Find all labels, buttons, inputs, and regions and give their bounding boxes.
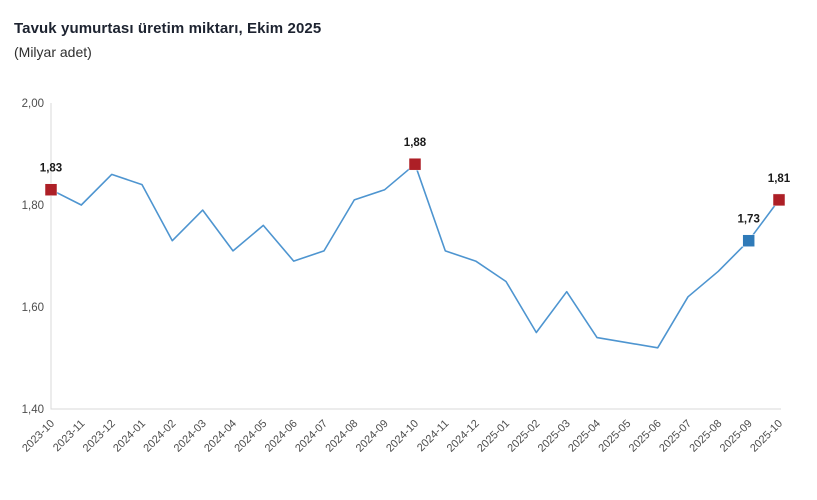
x-axis-tick-label: 2025-10 — [748, 418, 785, 455]
x-axis-tick-label: 2025-08 — [687, 418, 724, 455]
y-axis-tick-label: 1,80 — [22, 200, 44, 212]
x-axis-tick-label: 2025-05 — [596, 418, 633, 455]
x-axis-tick-label: 2024-06 — [263, 418, 300, 455]
x-axis-tick-label: 2025-07 — [657, 418, 694, 455]
x-axis-tick-label: 2023-10 — [20, 418, 57, 455]
axis-lines — [50, 103, 781, 410]
chart-subtitle: (Milyar adet) — [14, 44, 92, 60]
chart-title: Tavuk yumurtası üretim miktarı, Ekim 202… — [14, 20, 322, 37]
x-axis-tick-label: 2024-12 — [445, 418, 482, 455]
x-axis-tick-label: 2024-09 — [354, 418, 391, 455]
x-axis-tick-label: 2024-10 — [384, 418, 421, 455]
x-axis-tick-label: 2024-04 — [202, 418, 239, 455]
x-axis-tick-label: 2025-09 — [718, 418, 755, 455]
data-point-value-label: 1,81 — [768, 173, 791, 185]
x-axis-tick-label: 2025-02 — [505, 418, 542, 455]
x-axis-tick-label: 2024-07 — [293, 418, 330, 455]
data-point-marker-highlight — [408, 157, 422, 171]
x-axis-tick-label: 2024-01 — [111, 418, 148, 455]
data-point-value-label: 1,73 — [737, 214, 759, 226]
x-axis-tick-label: 2024-05 — [232, 418, 269, 455]
data-point-value-label: 1,83 — [40, 163, 62, 175]
y-axis-tick-label: 1,40 — [22, 404, 44, 416]
x-axis-tick-label: 2025-06 — [627, 418, 664, 455]
series-line — [50, 163, 780, 349]
x-axis-tick-label: 2025-04 — [566, 418, 603, 455]
x-axis-tick-label: 2025-01 — [475, 418, 512, 455]
data-point-value-label: 1,88 — [404, 137, 427, 149]
y-axis-tick-label: 2,00 — [22, 98, 44, 110]
x-axis-tick-label: 2024-08 — [323, 418, 360, 455]
x-axis-tick-label: 2025-03 — [536, 418, 573, 455]
x-axis-tick-label: 2024-03 — [172, 418, 209, 455]
y-axis-tick-label: 1,60 — [22, 302, 44, 314]
x-axis-tick-label: 2023-12 — [81, 418, 118, 455]
data-point-marker-current-prev-month — [742, 234, 755, 247]
x-axis-tick-label: 2024-02 — [141, 418, 178, 455]
data-point-marker-highlight — [44, 183, 58, 196]
data-point-marker-highlight — [772, 193, 786, 207]
